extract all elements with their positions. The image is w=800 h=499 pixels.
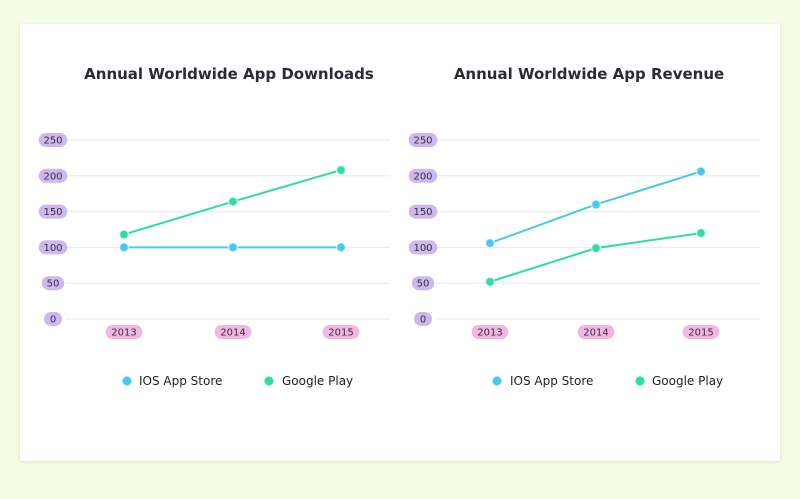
chart-card — [20, 24, 780, 461]
y-tick-badge — [44, 312, 62, 326]
x-tick-label: 2015 — [688, 328, 713, 339]
series-line-google-play — [489, 232, 702, 283]
y-tick-badge — [408, 168, 438, 183]
data-point-google-play — [695, 227, 707, 239]
data-point-ios-app-store — [695, 166, 707, 177]
x-tick-label: 2015 — [328, 328, 353, 339]
legend-label-google-play: Google Play — [282, 374, 353, 388]
data-point-google-play — [335, 164, 347, 176]
x-tick-badge — [471, 325, 509, 339]
data-point-ios-app-store — [118, 242, 130, 253]
x-tick-label: 2014 — [583, 328, 608, 339]
x-tick-badge — [105, 325, 143, 339]
y-tick-label: 200 — [43, 171, 62, 182]
y-tick-label: 250 — [413, 136, 432, 147]
legend-marker-ios-app-store — [491, 375, 503, 387]
data-point-ios-app-store — [335, 242, 347, 253]
y-tick-badge — [38, 133, 68, 147]
data-point-ios-app-store — [484, 237, 496, 249]
x-tick-badge — [682, 325, 720, 339]
y-tick-label: 200 — [413, 171, 432, 182]
y-tick-badge — [411, 276, 435, 291]
legend-label-ios-app-store: IOS App Store — [139, 374, 222, 388]
x-tick-badge — [214, 325, 252, 339]
data-point-google-play — [484, 276, 496, 288]
legend-marker-google-play — [634, 375, 646, 387]
revenue-chart: Annual Worldwide App Revenue 0 50 100 150 200… — [408, 65, 760, 388]
y-tick-label: 50 — [47, 279, 60, 290]
data-point-ios-app-store — [227, 242, 239, 253]
x-tick-badge — [322, 325, 360, 339]
legend-marker-google-play — [263, 375, 275, 387]
chart-title: Annual Worldwide App Downloads — [84, 65, 374, 83]
y-tick-badge — [408, 240, 438, 255]
legend-label-ios-app-store: IOS App Store — [510, 374, 593, 388]
x-tick-badge — [577, 325, 615, 339]
y-tick-label: 150 — [43, 207, 62, 218]
y-tick-label: 0 — [50, 315, 56, 326]
y-tick-badge — [408, 204, 438, 219]
y-tick-badge — [38, 204, 68, 219]
y-tick-label: 100 — [43, 243, 62, 254]
x-tick-label: 2013 — [477, 328, 502, 339]
legend-marker-ios-app-store — [121, 375, 133, 387]
y-tick-label: 50 — [417, 279, 430, 290]
data-point-google-play — [227, 196, 239, 207]
y-tick-badge — [414, 312, 432, 326]
y-tick-badge — [41, 276, 65, 291]
y-tick-label: 250 — [43, 136, 62, 147]
x-tick-label: 2014 — [220, 328, 245, 339]
data-point-google-play — [118, 229, 130, 240]
chart-title: Annual Worldwide App Revenue — [454, 65, 724, 83]
y-tick-badge — [38, 240, 68, 255]
y-tick-label: 150 — [413, 207, 432, 218]
downloads-chart: Annual Worldwide App Downloads 0 50 100 150 2… — [38, 65, 390, 388]
y-tick-badge — [38, 168, 68, 183]
x-tick-label: 2013 — [111, 328, 136, 339]
y-tick-badge — [408, 133, 438, 147]
legend-label-google-play: Google Play — [652, 374, 723, 388]
y-tick-label: 100 — [413, 243, 432, 254]
data-point-ios-app-store — [590, 199, 602, 210]
data-point-google-play — [590, 242, 602, 254]
y-tick-label: 0 — [420, 315, 426, 326]
